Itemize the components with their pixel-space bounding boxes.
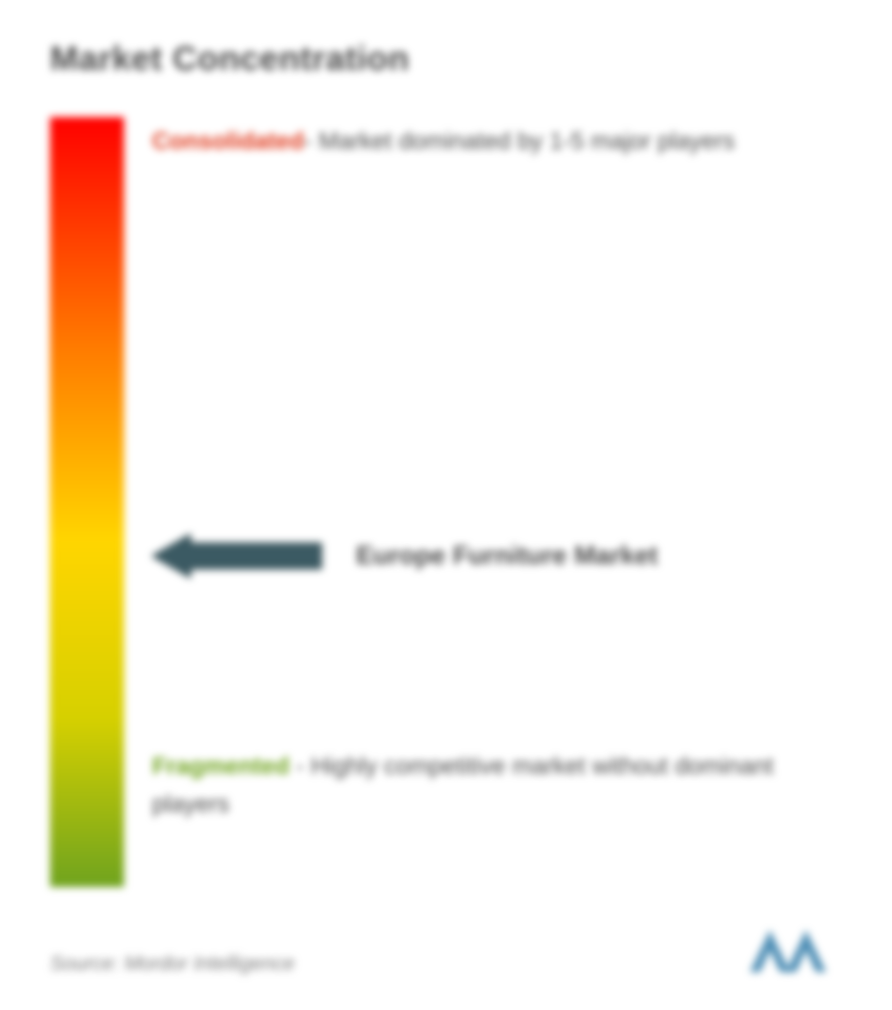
consolidated-block: Consolidated- Market dominated by 1-5 ma… bbox=[152, 123, 842, 160]
logo-icon bbox=[746, 924, 842, 976]
gradient-svg bbox=[50, 117, 124, 887]
fragmented-line: Fragmented - Highly competitive market w… bbox=[152, 748, 842, 822]
page-title: Market Concentration bbox=[50, 40, 842, 79]
left-arrow-icon bbox=[152, 534, 322, 578]
source-text: Source: Mordor Intelligence bbox=[50, 953, 295, 976]
fragmented-label: Fragmented bbox=[152, 753, 289, 780]
logo bbox=[746, 924, 842, 976]
consolidated-line: Consolidated- Market dominated by 1-5 ma… bbox=[152, 123, 842, 160]
consolidated-desc: - Market dominated by 1-5 major players bbox=[304, 128, 735, 155]
footer: Source: Mordor Intelligence bbox=[50, 924, 842, 976]
consolidated-label: Consolidated bbox=[152, 128, 304, 155]
text-column: Consolidated- Market dominated by 1-5 ma… bbox=[152, 117, 842, 887]
content-area: Consolidated- Market dominated by 1-5 ma… bbox=[50, 117, 842, 887]
fragmented-block: Fragmented - Highly competitive market w… bbox=[152, 748, 842, 822]
market-marker: Europe Furniture Market bbox=[152, 534, 658, 578]
concentration-gradient-bar bbox=[50, 117, 124, 887]
market-label: Europe Furniture Market bbox=[356, 540, 658, 571]
